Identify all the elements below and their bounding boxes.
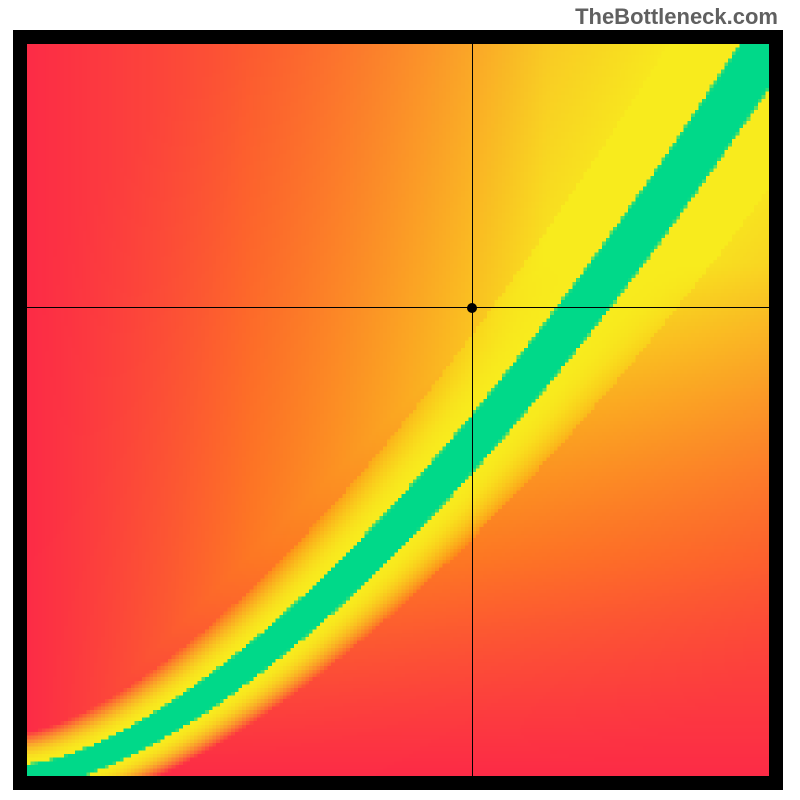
plot-frame bbox=[13, 30, 783, 790]
crosshair-horizontal bbox=[27, 307, 769, 308]
crosshair-vertical bbox=[472, 44, 473, 776]
chart-container: TheBottleneck.com bbox=[0, 0, 800, 800]
heatmap-canvas bbox=[27, 44, 769, 776]
crosshair-marker bbox=[467, 303, 477, 313]
attribution-watermark: TheBottleneck.com bbox=[575, 4, 778, 30]
